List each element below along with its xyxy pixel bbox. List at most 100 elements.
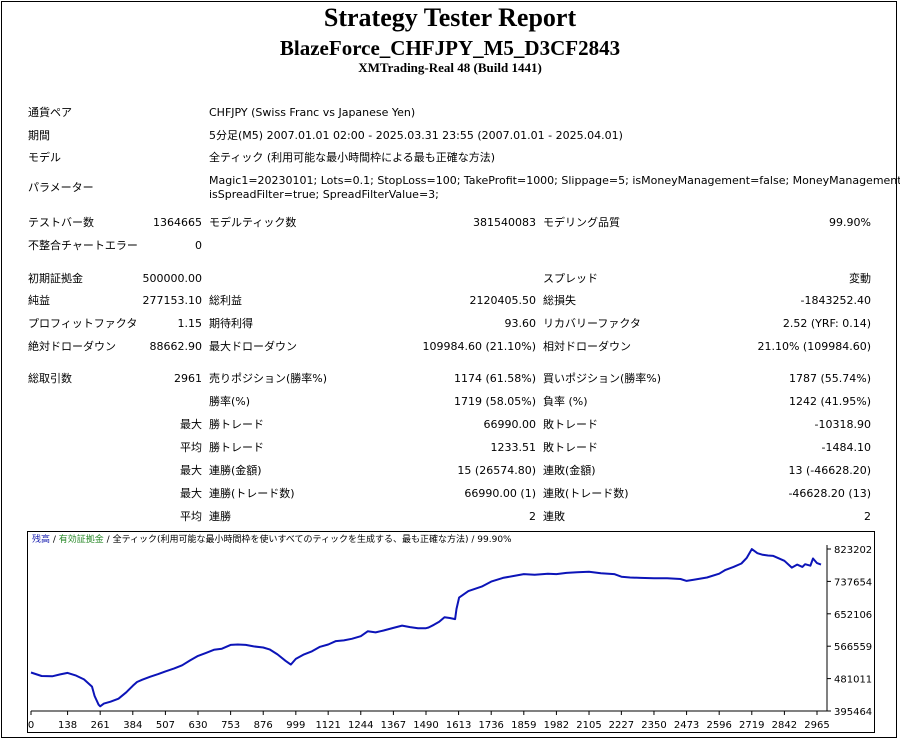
x-tick-label: 630 (188, 720, 207, 731)
legend-balance: 残高 (32, 535, 51, 545)
x-tick-label: 138 (58, 720, 77, 731)
y-tick-label: 481011 (834, 675, 872, 686)
ticks-value: 381540083 (473, 216, 536, 229)
x-tick-label: 999 (286, 720, 305, 731)
bars-value: 1364665 (153, 216, 202, 229)
x-tick-label: 2105 (576, 720, 601, 731)
x-tick-label: 2473 (674, 720, 699, 731)
spread-value: 変動 (849, 272, 871, 285)
params-line-2: isSpreadFilter=true; SpreadFilterValue=3… (209, 188, 439, 201)
average-profit-value: 1233.51 (490, 441, 537, 454)
profit-trades-label: 勝率(%) (209, 395, 251, 408)
long-positions-value: 1787 (55.74%) (788, 372, 871, 385)
max-consec-losses-amount-label: 連敗(金額) (543, 464, 596, 477)
absolute-drawdown-label: 絶対ドローダウン (28, 340, 116, 353)
report-title: Strategy Tester Report (323, 3, 577, 32)
max-consec-wins-amount-value: 15 (26574.80) (457, 464, 536, 477)
avg-consec-losses-label: 連敗 (543, 510, 565, 523)
y-tick-label: 652106 (834, 610, 872, 621)
x-tick-label: 1859 (511, 720, 536, 731)
recovery-factor-label: リカバリーファクタ (543, 317, 641, 330)
max-consec-wins-amount-label: 連勝(金額) (209, 464, 262, 477)
gross-profit-value: 2120405.50 (469, 294, 536, 307)
legend-quality: 99.90% (477, 535, 512, 545)
legend-model: 全ティック(利用可能な最小時間枠を使いすべてのティックを生成する、最も正確な方法… (112, 535, 469, 545)
x-tick-label: 2227 (609, 720, 634, 731)
ea-name: BlazeForce_CHFJPY_M5_D3CF2843 (279, 36, 621, 60)
loss-trades-label: 負率 (%) (543, 395, 588, 408)
avg-consec-wins-value: 2 (529, 510, 536, 523)
x-tick-label: 384 (123, 720, 142, 731)
x-tick-label: 753 (221, 720, 240, 731)
net-profit-label: 純益 (28, 294, 50, 307)
max-consecutive-prefix: 最大 (180, 464, 202, 477)
avg-consec-losses-value: 2 (864, 510, 871, 523)
expected-payoff-label: 期待利得 (209, 317, 253, 330)
largest-profit-value: 66990.00 (483, 418, 537, 431)
deposit-value: 500000.00 (142, 272, 203, 285)
x-tick-label: 1613 (446, 720, 471, 731)
max-consec-losses-amount-value: 13 (-46628.20) (788, 464, 871, 477)
balance-line (30, 548, 822, 708)
x-tick-label: 2965 (804, 720, 829, 731)
x-tick-label: 1490 (413, 720, 438, 731)
x-tick-label: 1367 (381, 720, 406, 731)
profit-trades-value: 1719 (58.05%) (453, 395, 536, 408)
chart-border (27, 531, 875, 733)
total-trades-label: 総取引数 (28, 372, 72, 385)
x-tick-label: 507 (156, 720, 175, 731)
average-prefix: 平均 (180, 441, 202, 454)
x-tick-label: 1982 (544, 720, 569, 731)
largest-loss-value: -10318.90 (814, 418, 871, 431)
max-consecutive-count-prefix: 最大 (180, 487, 202, 500)
params-label: パラメーター (28, 181, 94, 194)
errors-label: 不整合チャートエラー (28, 239, 138, 252)
largest-prefix: 最大 (180, 418, 202, 431)
total-trades-value: 2961 (174, 372, 202, 385)
expected-payoff-value: 93.60 (504, 317, 537, 330)
max-consec-losses-count-label: 連敗(トレード数) (543, 487, 629, 500)
legend-sep-1: / (50, 535, 59, 545)
short-positions-value: 1174 (61.58%) (453, 372, 536, 385)
max-consec-losses-count-value: -46628.20 (13) (788, 487, 871, 500)
gross-loss-value: -1843252.40 (800, 294, 871, 307)
largest-loss-label: 敗トレード (543, 418, 598, 431)
x-tick-label: 876 (254, 720, 273, 731)
loss-trades-value: 1242 (41.95%) (788, 395, 871, 408)
bars-label: テストバー数 (28, 216, 94, 229)
legend-equity: 有効証拠金 (58, 535, 104, 545)
spread-label: スプレッド (543, 272, 598, 285)
symbol-value: CHFJPY (Swiss Franc vs Japanese Yen) (209, 106, 416, 119)
y-tick-label: 823202 (834, 545, 872, 556)
recovery-factor-value: 2.52 (YRF: 0.14) (782, 317, 871, 330)
long-positions-label: 買いポジション(勝率%) (543, 372, 662, 385)
errors-value: 0 (195, 239, 202, 252)
average-profit-label: 勝トレード (209, 441, 264, 454)
net-profit-value: 277153.10 (142, 294, 203, 307)
server-name: XMTrading-Real 48 (Build 1441) (358, 60, 542, 75)
period-label: 期間 (28, 129, 50, 142)
profit-factor-value: 1.15 (177, 317, 203, 330)
x-tick-label: 1736 (478, 720, 503, 731)
x-tick-label: 261 (91, 720, 110, 731)
chart-legend: 残高 / 有効証拠金 / 全ティック(利用可能な最小時間枠を使いすべてのティック… (32, 534, 512, 546)
short-positions-label: 売りポジション(勝率%) (209, 372, 328, 385)
quality-label: モデリング品質 (543, 216, 620, 229)
x-tick-label: 1244 (348, 720, 373, 731)
gross-loss-label: 総損失 (543, 294, 576, 307)
legend-sep-2: / (103, 535, 113, 545)
y-tick-label: 395464 (834, 707, 872, 718)
period-value: 5分足(M5) 2007.01.01 02:00 - 2025.03.31 23… (209, 129, 623, 142)
legend-sep-3: / (468, 535, 478, 545)
equity-chart: 0 138 261 384 507 630 753 876 999 1121 1244 1367 149… (27, 531, 875, 733)
y-tick-label: 737654 (834, 577, 872, 588)
max-consec-wins-count-label: 連勝(トレード数) (209, 487, 295, 500)
relative-drawdown-label: 相対ドローダウン (543, 340, 631, 353)
params-line-1: Magic1=20230101; Lots=0.1; StopLoss=100;… (209, 174, 900, 187)
ticks-label: モデルティック数 (209, 216, 297, 229)
x-tick-label: 2842 (772, 720, 797, 731)
largest-profit-label: 勝トレード (209, 418, 264, 431)
y-tick-label: 566559 (834, 642, 872, 653)
average-consecutive-prefix: 平均 (180, 510, 202, 523)
